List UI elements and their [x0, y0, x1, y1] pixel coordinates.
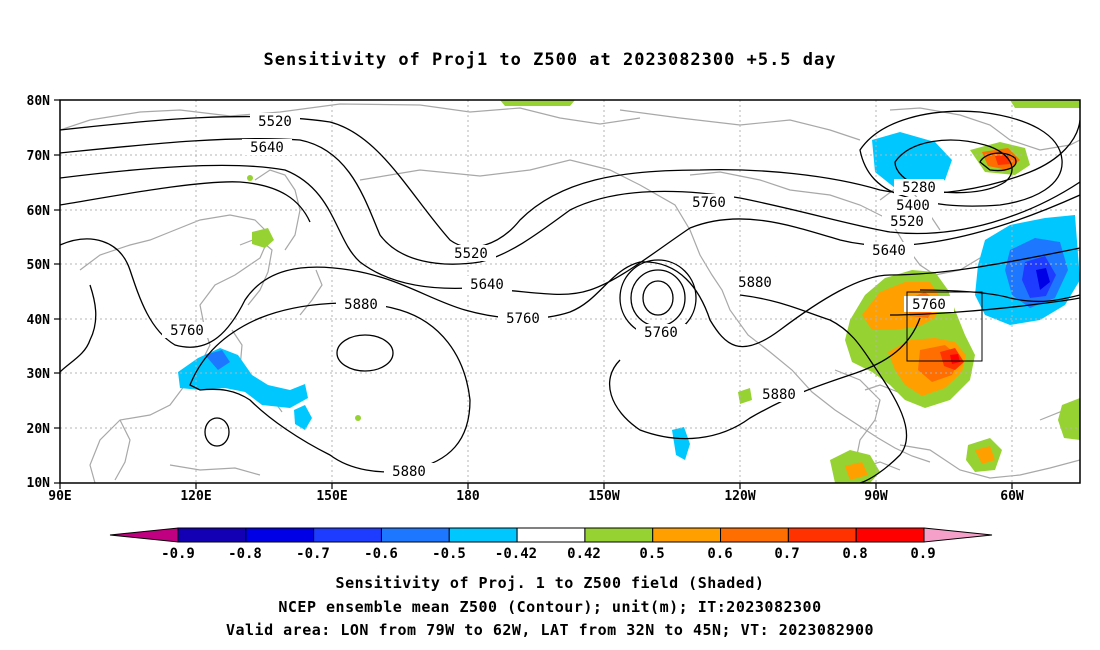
colorbar-swatch: [177, 527, 247, 543]
lon-label: 60W: [1000, 489, 1024, 504]
colorbar-swatch: [652, 527, 722, 543]
negative-sensitivity-areas: [178, 132, 1080, 460]
contour-label: 5880: [392, 464, 426, 480]
lon-label: 90W: [864, 489, 888, 504]
lat-label: 40N: [27, 313, 51, 328]
contour-label: 5400: [896, 198, 930, 214]
colorbar-min-arrow: [109, 527, 179, 543]
contour-label: 5520: [890, 214, 924, 230]
colorbar-label: 0.9: [910, 546, 935, 562]
colorbar-swatch: [855, 527, 925, 543]
contour-label: 5880: [762, 387, 796, 403]
colorbar-label: 0.6: [707, 546, 732, 562]
colorbar-label: -0.42: [495, 546, 537, 562]
lon-label: 180: [456, 489, 480, 504]
colorbar-labels: -0.9 -0.8 -0.7 -0.6 -0.5 -0.42 0.42 0.5 …: [161, 546, 936, 562]
colorbar-label: -0.6: [364, 546, 398, 562]
lon-label: 150E: [316, 489, 347, 504]
lat-label: 10N: [27, 476, 51, 491]
colorbar: [109, 527, 993, 543]
contour-label: 5520: [454, 246, 488, 262]
lat-label: 70N: [27, 149, 51, 164]
map-frame: [59, 99, 1081, 484]
lat-label: 60N: [27, 204, 51, 219]
colorbar-swatch: [448, 527, 518, 543]
contour-label: 5760: [912, 297, 946, 313]
lon-label: 120W: [724, 489, 755, 504]
valid-area-box: [906, 291, 983, 362]
lat-label: 20N: [27, 422, 51, 437]
contour-label: 5640: [250, 140, 284, 156]
lon-label: 150W: [588, 489, 619, 504]
contour-label: 5640: [470, 277, 504, 293]
footer-line-2: NCEP ensemble mean Z500 (Contour); unit(…: [278, 598, 822, 616]
lon-label: 90E: [48, 489, 71, 504]
chart-title: Sensitivity of Proj1 to Z500 at 20230823…: [263, 50, 837, 70]
lon-label: 120E: [180, 489, 211, 504]
lat-label: 80N: [27, 94, 51, 109]
contour-label: 5280: [902, 180, 936, 196]
lat-label: 50N: [27, 258, 51, 273]
colorbar-label: -0.5: [432, 546, 466, 562]
colorbar-swatch: [313, 527, 382, 543]
colorbar-label: 0.8: [842, 546, 867, 562]
contour-label: 5640: [872, 243, 906, 259]
footer-line-1: Sensitivity of Proj. 1 to Z500 field (Sh…: [335, 574, 765, 592]
colorbar-swatch: [720, 527, 789, 543]
colorbar-label: -0.8: [228, 546, 262, 562]
footer-line-3: Valid area: LON from 79W to 62W, LAT fro…: [225, 621, 875, 639]
colorbar-max-arrow: [923, 527, 993, 543]
colorbar-swatch: [245, 527, 315, 543]
contour-label: 5520: [258, 114, 292, 130]
colorbar-label: 0.5: [639, 546, 664, 562]
contour-label: 5880: [738, 275, 772, 291]
lat-label: 30N: [27, 367, 51, 382]
colorbar-label: 0.7: [774, 546, 799, 562]
contour-label: 5760: [170, 323, 204, 339]
contour-label: 5760: [644, 325, 678, 341]
contour-label: 5880: [344, 297, 378, 313]
colorbar-swatch: [380, 527, 450, 543]
contour-label: 5760: [506, 311, 540, 327]
contour-label-backgrounds: [162, 113, 954, 479]
colorbar-swatch: [584, 527, 654, 543]
colorbar-label: -0.7: [296, 546, 330, 562]
colorbar-swatch: [787, 527, 857, 543]
colorbar-swatch: [516, 527, 586, 543]
colorbar-label: -0.9: [161, 546, 195, 562]
colorbar-label: 0.42: [567, 546, 601, 562]
contour-label: 5760: [692, 195, 726, 211]
